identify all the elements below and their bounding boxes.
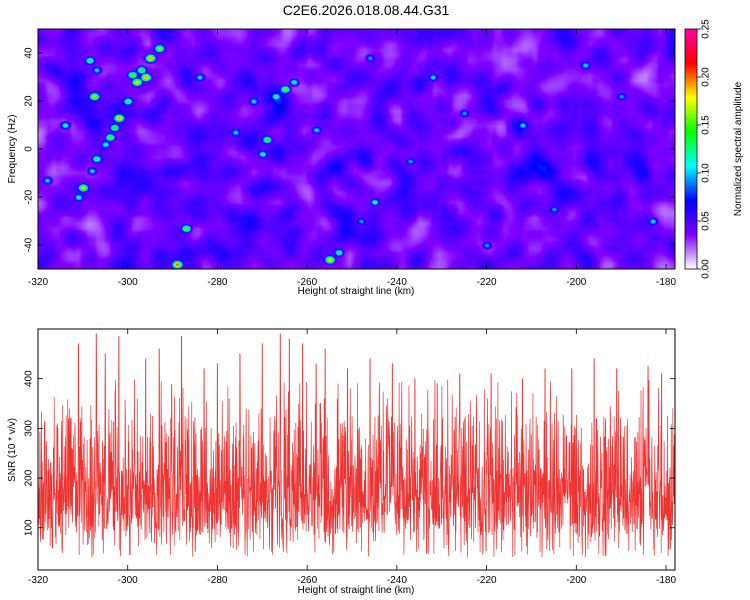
colorbar-tick-label: 0.20	[701, 67, 712, 87]
snr-chart: -320 -300 -280 -260 -240 -220 -200 -180 100 200 3…	[7, 328, 676, 596]
figure-title: C2E6.2026.018.08.44.G31	[283, 2, 450, 18]
colorbar-tick-label: 0.10	[701, 163, 712, 183]
x-tick-label: -300	[118, 277, 138, 288]
y-tick-label: 20	[24, 95, 35, 107]
x-tick-label: -260	[297, 277, 317, 288]
colorbar: 0.00 0.05 0.10 0.15 0.20 0.25 Normalized spec…	[684, 19, 744, 279]
y-tick-label: 400	[24, 370, 35, 387]
snr-series-line	[38, 333, 675, 558]
colorbar-tick-label: 0.05	[701, 211, 712, 231]
heatmap-y-ticks: -40 -20 0 20 40	[24, 47, 675, 252]
x-tick-label: -180	[656, 277, 676, 288]
y-tick-label: 0	[24, 146, 35, 152]
heatmap-image	[38, 29, 675, 269]
heatmap-x-ticks: -320 -300 -280 -260 -240 -220 -200 -180	[28, 29, 676, 288]
y-tick-label: 300	[24, 420, 35, 437]
x-tick-label: -280	[207, 575, 227, 586]
y-tick-label: 100	[24, 519, 35, 536]
x-tick-label: -320	[28, 575, 48, 586]
y-tick-label: -20	[24, 189, 35, 204]
x-tick-label: -280	[207, 277, 227, 288]
snr-y-axis-label: SNR (10 * v/v)	[7, 418, 18, 482]
x-tick-label: -200	[566, 277, 586, 288]
y-tick-label: 40	[24, 47, 35, 59]
x-tick-label: -180	[656, 575, 676, 586]
snr-x-ticks: -320 -300 -280 -260 -240 -220 -200 -180	[28, 329, 676, 586]
snr-frame	[37, 328, 676, 571]
x-tick-label: -300	[118, 575, 138, 586]
x-tick-label: -320	[28, 277, 48, 288]
snr-y-ticks: 100 200 300 400	[24, 370, 675, 536]
colorbar-ticks: 0.00 0.05 0.10 0.15 0.20 0.25	[697, 19, 712, 279]
x-tick-label: -200	[566, 575, 586, 586]
snr-x-axis-label: Height of straight line (km)	[298, 585, 415, 596]
x-tick-label: -240	[387, 277, 407, 288]
heatmap-chart: -320 -300 -280 -260 -240 -220 -200 -180 -40-200…	[7, 28, 676, 297]
colorbar-tick-label: 0.25	[701, 19, 712, 39]
y-tick-label: 200	[24, 469, 35, 486]
x-tick-label: -260	[297, 575, 317, 586]
colorbar-gradient	[684, 28, 698, 270]
x-tick-label: -240	[387, 575, 407, 586]
heatmap-x-axis-label: Height of straight line (km)	[298, 286, 415, 297]
colorbar-tick-label: 0.15	[701, 115, 712, 135]
x-tick-label: -220	[477, 277, 497, 288]
x-tick-label: -220	[477, 575, 497, 586]
colorbar-label: Normalized spectral amplitude	[733, 81, 744, 216]
y-tick-label: -40	[24, 237, 35, 252]
colorbar-tick-label: 0.00	[701, 259, 712, 279]
heatmap-y-axis-label: Frequency (Hz)	[7, 115, 18, 184]
